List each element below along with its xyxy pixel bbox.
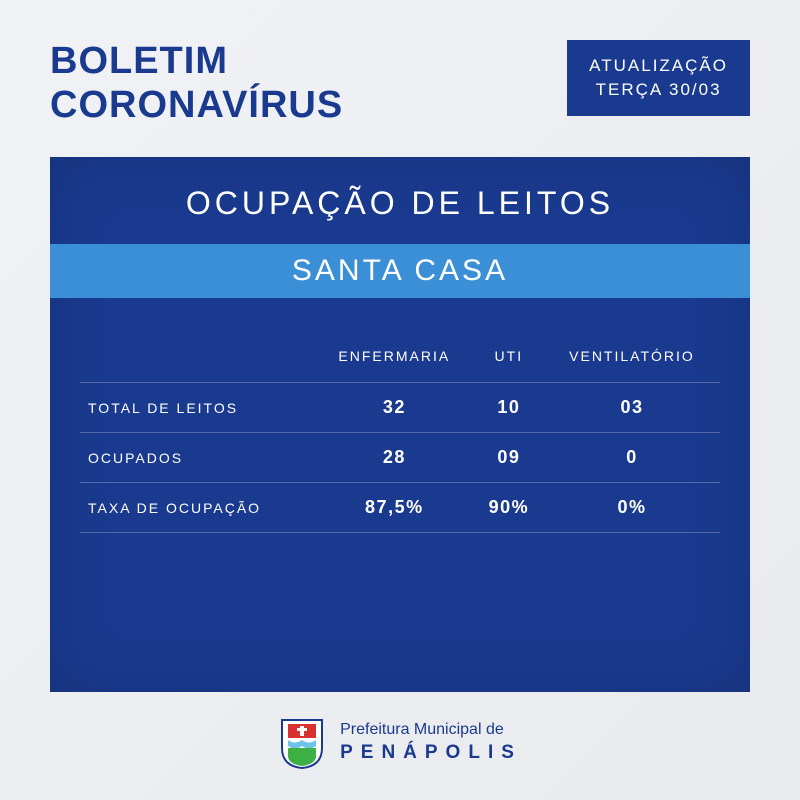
footer-city: PENÁPOLIS [340, 741, 522, 766]
panel-title: OCUPAÇÃO DE LEITOS [50, 157, 750, 244]
col-blank [80, 338, 315, 383]
cell-value: 0 [544, 433, 720, 483]
update-badge: ATUALIZAÇÃO TERÇA 30/03 [567, 40, 750, 116]
table-row: OCUPADOS 28 09 0 [80, 433, 720, 483]
cell-value: 03 [544, 383, 720, 433]
footer-text: Prefeitura Municipal de PENÁPOLIS [340, 720, 522, 765]
col-uti: UTI [474, 338, 544, 383]
cell-value: 87,5% [315, 483, 474, 533]
occupancy-table-wrap: ENFERMARIA UTI VENTILATÓRIO TOTAL DE LEI… [50, 298, 750, 692]
bulletin-title: BOLETIM CORONAVÍRUS [50, 40, 343, 127]
cell-value: 0% [544, 483, 720, 533]
row-label: TOTAL DE LEITOS [80, 383, 315, 433]
table-row: TOTAL DE LEITOS 32 10 03 [80, 383, 720, 433]
header-row: BOLETIM CORONAVÍRUS ATUALIZAÇÃO TERÇA 30… [50, 40, 750, 127]
footer-org: Prefeitura Municipal de [340, 720, 522, 741]
cell-value: 10 [474, 383, 544, 433]
update-line-2: TERÇA 30/03 [589, 78, 728, 102]
main-panel: OCUPAÇÃO DE LEITOS SANTA CASA ENFERMARIA… [50, 157, 750, 692]
col-enfermaria: ENFERMARIA [315, 338, 474, 383]
hospital-name: SANTA CASA [50, 244, 750, 298]
table-row: TAXA DE OCUPAÇÃO 87,5% 90% 0% [80, 483, 720, 533]
update-line-1: ATUALIZAÇÃO [589, 54, 728, 78]
table-header-row: ENFERMARIA UTI VENTILATÓRIO [80, 338, 720, 383]
row-label: TAXA DE OCUPAÇÃO [80, 483, 315, 533]
title-line-2: CORONAVÍRUS [50, 84, 343, 128]
cell-value: 32 [315, 383, 474, 433]
footer: Prefeitura Municipal de PENÁPOLIS [50, 692, 750, 770]
cell-value: 28 [315, 433, 474, 483]
cell-value: 09 [474, 433, 544, 483]
col-ventilatorio: VENTILATÓRIO [544, 338, 720, 383]
city-crest-icon [278, 716, 326, 770]
occupancy-table: ENFERMARIA UTI VENTILATÓRIO TOTAL DE LEI… [80, 338, 720, 533]
title-line-1: BOLETIM [50, 40, 343, 84]
row-label: OCUPADOS [80, 433, 315, 483]
cell-value: 90% [474, 483, 544, 533]
bulletin-container: BOLETIM CORONAVÍRUS ATUALIZAÇÃO TERÇA 30… [0, 0, 800, 800]
